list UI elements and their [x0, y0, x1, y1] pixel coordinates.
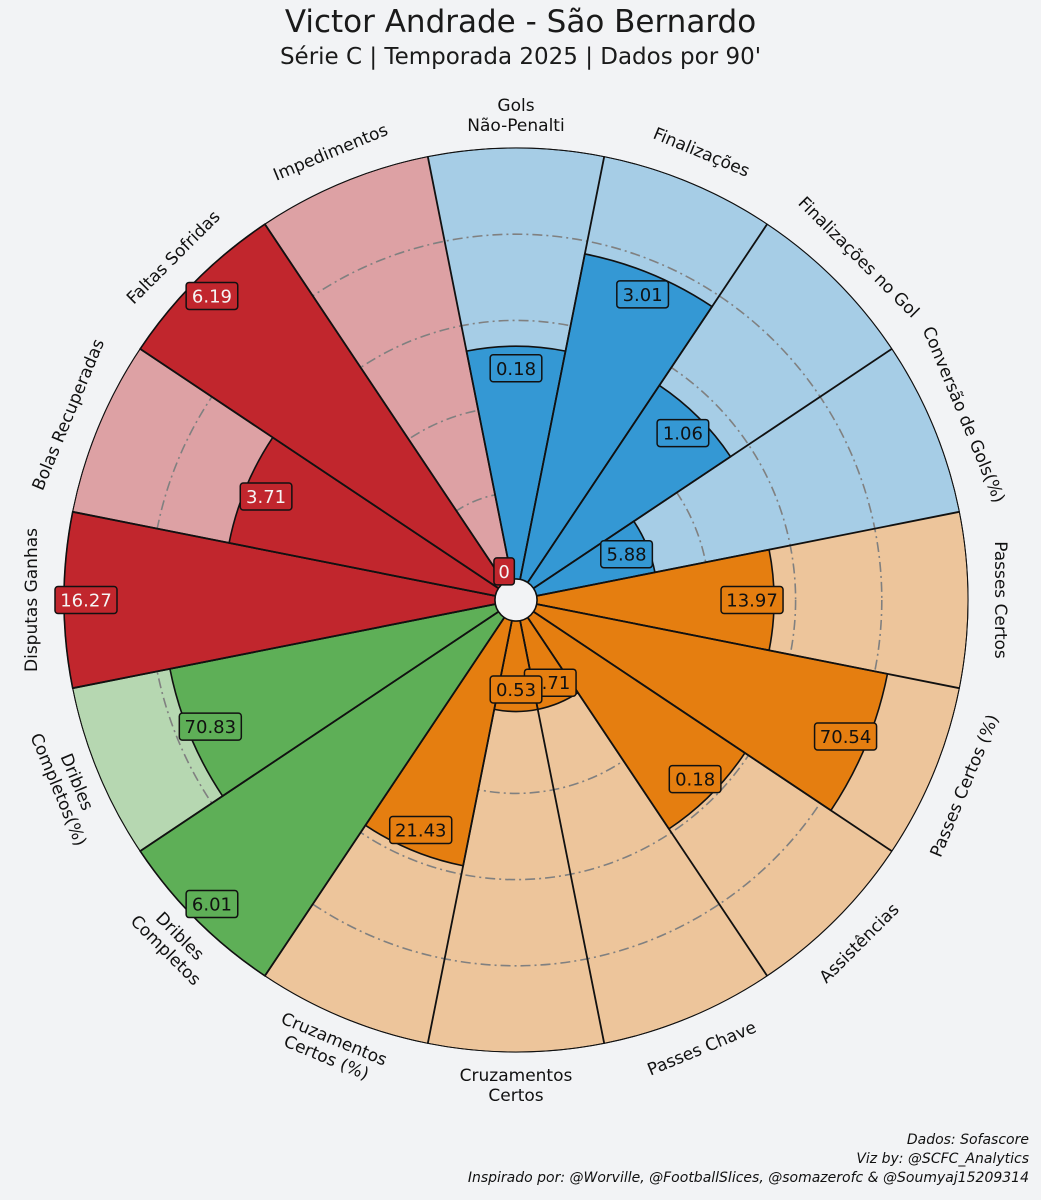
- value-box-3: [600, 539, 654, 569]
- grid-ring-60: [235, 319, 797, 881]
- value-label-4: 13.97: [726, 591, 778, 612]
- value-label-14: 6.19: [192, 286, 232, 307]
- value-box-9: [388, 815, 453, 845]
- param-label-line: Passes Certos: [990, 541, 1010, 659]
- chart-subtitle: Série C | Temporada 2025 | Dados por 90': [279, 44, 762, 70]
- slice-divider-10: [264, 616, 506, 977]
- slice-divider-4: [536, 510, 960, 597]
- param-label-line: Não-Penalti: [467, 116, 564, 136]
- value-label-6: 0.18: [675, 770, 715, 791]
- param-label-4: Passes Certos: [990, 541, 1010, 659]
- value-label-13: 3.71: [246, 487, 286, 508]
- value-label-1: 3.01: [623, 285, 663, 306]
- credit-inspired: Inspirado por: @Worville, @FootballSlice…: [467, 1170, 1029, 1186]
- slice-divider-0: [426, 156, 513, 580]
- slice-divider-6: [532, 610, 893, 852]
- value-box-4: [720, 585, 784, 615]
- chart-title: Victor Andrade - São Bernardo: [284, 4, 757, 40]
- value-box-14: [185, 281, 239, 311]
- slice-divider-11: [139, 610, 500, 852]
- credit-viz: Viz by: @SCFC_Analytics: [856, 1151, 1029, 1167]
- value-label-9: 21.43: [395, 821, 447, 842]
- value-box-1: [616, 280, 670, 309]
- center-hole: [494, 578, 538, 622]
- value-label-11: 70.83: [185, 717, 237, 738]
- slice-divider-3: [532, 348, 893, 590]
- value-box-15: [493, 557, 516, 586]
- value-box-13: [239, 482, 293, 511]
- value-box-10: [185, 889, 239, 919]
- value-label-15: 0: [498, 562, 509, 583]
- value-label-10: 6.01: [192, 895, 232, 916]
- slice-divider-15: [264, 223, 506, 584]
- value-label-0: 0.18: [496, 359, 536, 380]
- param-label-line: Gols: [497, 96, 534, 116]
- value-label-3: 5.88: [607, 545, 647, 566]
- credit-source: Dados: Sofascore: [906, 1132, 1029, 1148]
- value-label-8: 0.53: [496, 680, 536, 701]
- value-box-6: [668, 764, 722, 794]
- slice-divider-1: [519, 156, 606, 580]
- value-box-8: [489, 675, 543, 704]
- slice-divider-5: [536, 603, 960, 690]
- value-label-5: 70.54: [820, 727, 872, 748]
- credits: Dados: Sofascore Viz by: @SCFC_Analytics…: [468, 1131, 1029, 1188]
- value-box-11: [178, 712, 243, 741]
- value-label-12: 16.27: [60, 591, 112, 612]
- slice-divider-12: [72, 603, 496, 690]
- param-label-12: Disputas Ganhas: [22, 528, 42, 672]
- slice-divider-14: [139, 348, 500, 590]
- slice-divider-13: [72, 510, 496, 597]
- value-label-2: 1.06: [663, 424, 703, 445]
- param-label-line: Cruzamentos: [460, 1066, 573, 1086]
- value-box-2: [656, 418, 710, 448]
- value-box-5: [813, 722, 878, 751]
- param-label-line: Certos: [488, 1086, 543, 1106]
- value-box-12: [54, 585, 118, 615]
- slice-divider-2: [526, 223, 768, 584]
- param-label-line: Disputas Ganhas: [22, 528, 42, 672]
- value-box-0: [489, 354, 543, 383]
